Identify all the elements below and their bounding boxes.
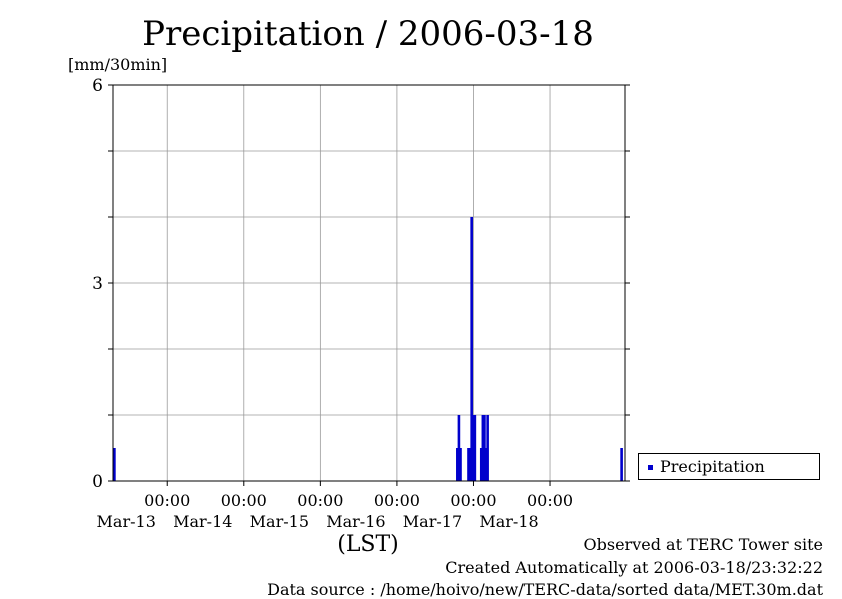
precipitation-bar [456,448,459,481]
x-tick-label-time: 00:00 [374,491,420,510]
precipitation-bar [113,448,116,481]
y-tick-label: 0 [92,472,103,492]
x-tick-label-time: 00:00 [144,491,190,510]
x-tick-label-time: 00:00 [221,491,267,510]
footer-source: Data source : /home/hoivo/new/TERC-data/… [267,580,823,599]
precipitation-bar [479,448,483,481]
y-tick-label: 3 [92,274,103,294]
x-tick-label-time: 00:00 [297,491,343,510]
chart-title: Precipitation / 2006-03-18 [142,14,594,54]
precipitation-bar [481,415,485,481]
x-tick-label-date: Mar-17 [403,512,462,531]
precipitation-bar [484,448,488,481]
y-axis-unit-label: [mm/30min] [68,55,168,74]
precipitation-bar [467,448,470,481]
precipitation-bar [486,415,489,481]
precipitation-bar [457,415,461,481]
x-tick-label-date: Mar-15 [250,512,309,531]
precipitation-bar [471,415,475,481]
precipitation-bar [620,448,623,481]
axes: 0 3 6 00:00 Mar-13 00:00 Mar-14 00:00 Mar-15 00:0… [92,76,630,531]
legend: Precipitation [638,453,820,480]
precipitation-bar [468,448,472,481]
precipitation-bar [483,415,486,481]
bars [113,217,623,481]
x-tick-label-date: Mar-13 [97,512,156,531]
footer-observed: Observed at TERC Tower site [583,535,824,554]
precipitation-bar [470,217,473,481]
x-tick-label-date: Mar-14 [173,512,232,531]
x-tick-label-time: 00:00 [527,491,573,510]
footer-created: Created Automatically at 2006-03-18/23:3… [445,558,823,577]
grid-lines [113,85,625,481]
y-tick-label: 6 [92,76,103,96]
legend-swatch [648,465,653,470]
x-axis-label: (LST) [337,532,399,557]
x-tick-label-date: Mar-18 [479,512,538,531]
x-tick-label-time: 00:00 [450,491,496,510]
x-tick-label-date: Mar-16 [326,512,385,531]
precipitation-bar [473,415,477,481]
legend-label: Precipitation [660,457,765,476]
precipitation-bar [459,448,462,481]
